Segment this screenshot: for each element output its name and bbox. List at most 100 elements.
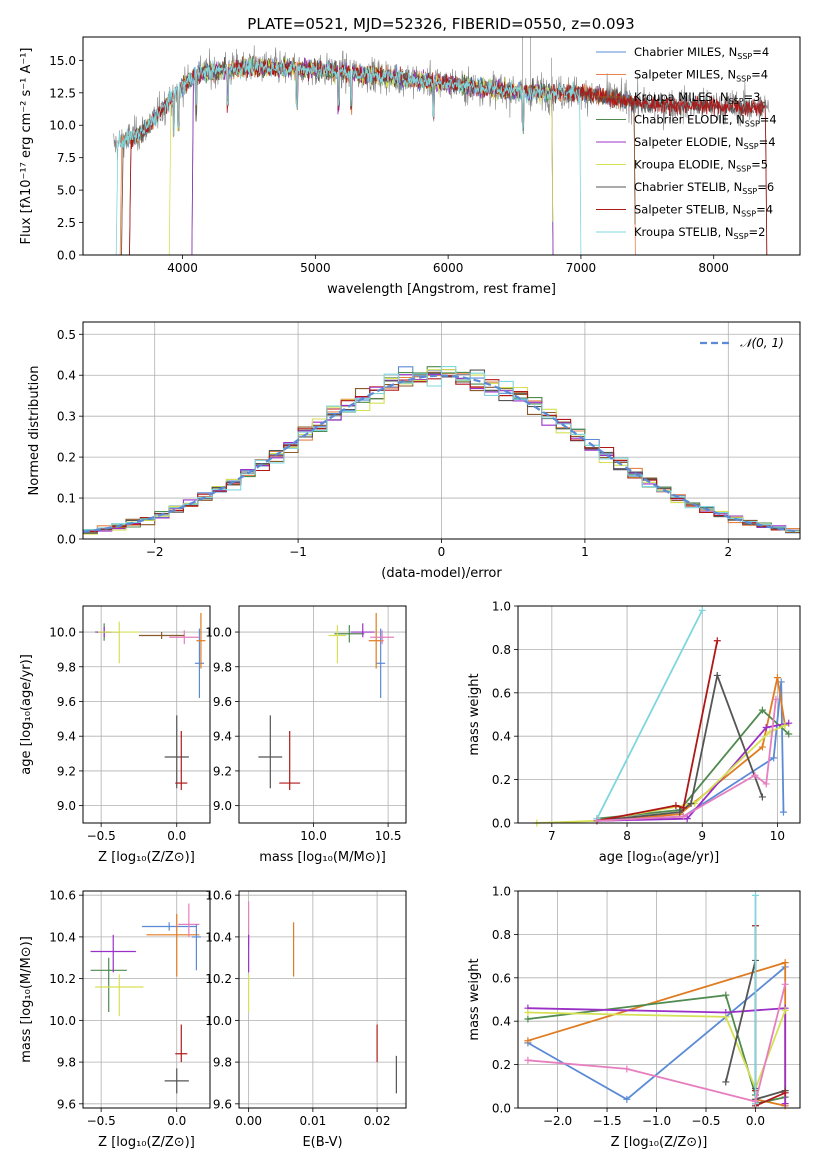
residuals-xtick-label: −1 [289, 545, 307, 559]
weight_vs_age-axes: 7 8 9 10 0.0 0.2 0.4 0.6 0.8 1.0 age [log₁₀(age/yr… [467, 600, 800, 865]
spectrum-legend-label: Salpeter STELIB, NSSP=4 [634, 203, 773, 219]
weight_vs_z-ytick-label: 0.8 [492, 928, 511, 942]
weight_vs_z-marker [623, 1065, 631, 1073]
weight_vs_age-marker [679, 804, 687, 812]
spectrum-legend-label: Salpeter ELODIE, NSSP=4 [634, 135, 776, 151]
mass_vs_z-ytick-label: 9.8 [57, 1056, 76, 1070]
spectrum-series-9 [115, 56, 582, 255]
age_vs_z-point [175, 730, 188, 791]
spectrum-legend-label: Salpeter MILES, NSSP=4 [634, 68, 768, 84]
mass_vs_z-point [146, 913, 200, 977]
residuals-ytick-label: 0.2 [57, 451, 76, 465]
weight_vs_z-xlabel: Z [log₁₀(Z/Z⊙)] [611, 1135, 708, 1150]
residuals-frame [82, 321, 801, 540]
spectrum-ytick-label: 7.5 [57, 151, 76, 165]
weight_vs_z-ytick-label: 1.0 [492, 885, 511, 899]
age_vs_mass-ytick-label: 9.2 [213, 764, 232, 778]
residuals-axes: −2 −1 0 1 2 0.0 0.1 0.2 0.3 0.4 0.5 (data-model)/er… [27, 322, 800, 581]
weight_vs_age-marker [770, 754, 778, 762]
age_vs_mass-xtick-label: 10.5 [375, 829, 402, 843]
weight_vs_z-ytick-label: 0.0 [492, 1102, 511, 1116]
age_vs_mass-frame [238, 605, 407, 824]
weight_vs_age-marker [679, 812, 687, 820]
mass_vs_z-point [90, 957, 127, 1013]
age_vs_z-xtick-label: 0.0 [167, 829, 186, 843]
residuals-xtick-label: 2 [724, 545, 732, 559]
weight_vs_z-xtick-label: 0.0 [746, 1114, 765, 1128]
weight_vs_z-axes: −2.0 −1.5 −1.0 −0.5 0.0 0.0 0.2 0.4 0.6 0.8 1.0 Z [… [467, 885, 800, 1150]
age_vs_mass-point [370, 630, 395, 645]
weight_vs_z-marker [781, 959, 789, 967]
weight_vs_z-marker [524, 1056, 532, 1064]
residuals-ytick-label: 0.0 [57, 533, 76, 547]
mass_vs_ebv-ytick-label: 10.6 [205, 889, 232, 903]
weight_vs_z-series-4 [527, 1010, 787, 1091]
residuals-ytick-label: 0.3 [57, 410, 76, 424]
mass_vs_ebv-frame [238, 890, 407, 1109]
weight_vs_z-xtick-label: −2.0 [543, 1114, 572, 1128]
mass_vs_z-xtick-label: 0.0 [167, 1114, 186, 1128]
age_vs_z-ytick-label: 9.0 [57, 799, 76, 813]
weight_vs_age-marker [785, 719, 793, 727]
weight_vs_age-marker [672, 802, 680, 810]
weight_vs_z-marker [781, 1006, 789, 1014]
age_vs_z-point [169, 630, 200, 645]
weight_vs_z-marker [722, 1013, 730, 1021]
weight_vs_age-marker [781, 721, 789, 729]
weight_vs_age-marker [779, 808, 787, 816]
age_vs_mass-point [368, 612, 384, 669]
mass_vs_ebv-xtick-label: 0.02 [364, 1114, 391, 1128]
weight_vs_z-marker [524, 1015, 532, 1023]
weight_vs_age-ytick-label: 0.8 [492, 643, 511, 657]
age_vs_z-point [196, 612, 206, 669]
weight_vs_z-marker [781, 1100, 789, 1108]
mass_vs_ebv-axes: 0.00 0.01 0.02 9.6 9.8 10.0 10.2 10.4 10.6 E(B-V) [205, 889, 406, 1150]
weight_vs_age-marker [758, 793, 766, 801]
mass_vs_z-frame [82, 890, 211, 1109]
weight_vs_z-marker [751, 891, 759, 899]
mass_vs_z-ylabel: mass [log₁₀(M/M⊙)] [19, 936, 34, 1063]
residuals-xlabel: (data-model)/error [381, 566, 502, 581]
spectrum-ytick-label: 15.0 [49, 54, 76, 68]
mass_vs_z-point [95, 974, 144, 1017]
age_vs_mass-point [328, 625, 347, 664]
age_vs_z-ytick-label: 9.8 [57, 660, 76, 674]
mass_vs_ebv-ytick-label: 9.6 [213, 1097, 232, 1111]
weight_vs_age-marker [762, 780, 770, 788]
age_vs_z-xlabel: Z [log₁₀(Z/Z⊙)] [98, 850, 195, 865]
weight_vs_z-marker [722, 991, 730, 999]
mass_vs_z-point [90, 934, 136, 973]
weight_vs_age-marker [698, 606, 706, 614]
age_vs_mass-axes: 10.0 10.5 9.0 9.2 9.4 9.6 9.8 10.0 mass [log₁₀(M… [205, 606, 406, 865]
spectrum-xtick-label: 8000 [698, 261, 729, 275]
age_vs_z-point [164, 715, 189, 789]
age_vs_mass-xtick-label: 10.0 [300, 829, 327, 843]
mass_vs_z-ytick-label: 10.0 [49, 1014, 76, 1028]
age_vs_mass-ytick-label: 9.8 [213, 660, 232, 674]
age_vs_z-frame [82, 605, 211, 824]
mass_vs_z-ytick-label: 10.2 [49, 972, 76, 986]
mass_vs_z-axes: −0.5 0.0 9.6 9.8 10.0 10.2 10.4 10.6 Z [log₁₀(Z/… [19, 889, 210, 1150]
weight_vs_age-ytick-label: 0.0 [492, 817, 511, 831]
age_vs_z-ytick-label: 9.6 [57, 695, 76, 709]
residuals-xtick-label: −2 [146, 545, 164, 559]
weight_vs_age-series-5 [596, 672, 764, 822]
spectrum-ylabel: Flux [fλ10⁻¹⁷ erg cm⁻² s⁻¹ A⁻¹] [19, 48, 34, 245]
mass_vs_z-xtick-label: −0.5 [87, 1114, 116, 1128]
weight_vs_age-xtick-label: 9 [698, 829, 706, 843]
spectrum-axes: 4000 5000 6000 7000 8000 0.0 2.5 5.0 7.5 10.0 12.5… [19, 48, 729, 298]
age_vs_mass-ytick-label: 10.0 [205, 626, 232, 640]
residuals-xtick-label: 0 [438, 545, 446, 559]
residuals-normal-curve [83, 374, 798, 533]
mass_vs_z-ytick-label: 9.6 [57, 1097, 76, 1111]
weight_vs_age-series-7 [596, 609, 704, 820]
mass_vs_ebv-ytick-label: 10.2 [205, 972, 232, 986]
mass_vs_z-point [175, 1024, 188, 1063]
weight_vs_age-marker [762, 724, 770, 732]
spectrum-ytick-label: 10.0 [49, 119, 76, 133]
spectrum-xtick-label: 7000 [566, 261, 597, 275]
weight_vs_age-marker [785, 730, 793, 738]
age_vs_mass-xlabel: mass [log₁₀(M/M⊙)] [259, 850, 386, 865]
weight_vs_z-series-8 [527, 984, 787, 1103]
